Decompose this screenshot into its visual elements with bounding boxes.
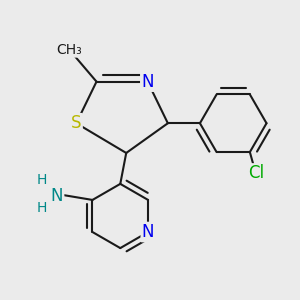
Text: H: H [36, 201, 46, 215]
Text: Cl: Cl [248, 164, 264, 182]
Text: N: N [141, 73, 154, 91]
Text: CH₃: CH₃ [56, 43, 82, 56]
Text: S: S [71, 114, 82, 132]
Text: H: H [36, 173, 46, 187]
Text: N: N [142, 223, 154, 241]
Text: N: N [51, 188, 63, 206]
